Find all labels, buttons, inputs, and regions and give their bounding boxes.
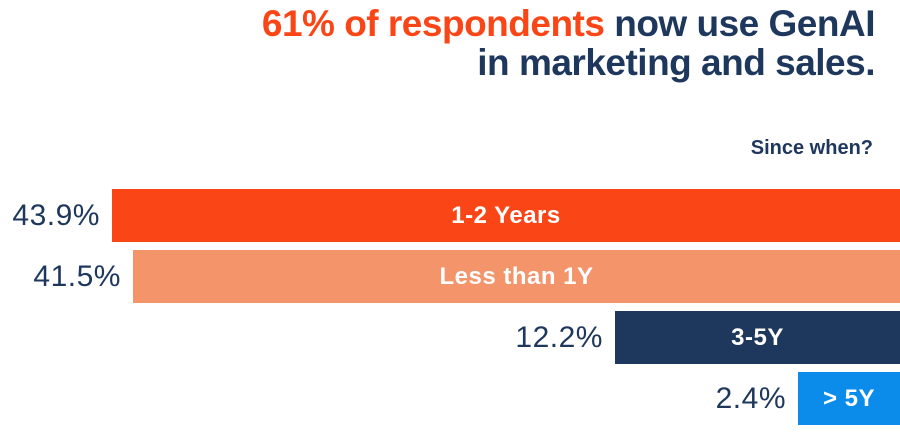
bar-row-less-than-1y: 41.5% Less than 1Y xyxy=(0,250,900,303)
bar-category-label: 1-2 Years xyxy=(451,201,561,229)
bar-row-3-5y: 12.2% 3-5Y xyxy=(0,311,900,364)
chart-caption: Since when? xyxy=(750,137,873,159)
chart-title-line1: 61% of respondents now use GenAI xyxy=(261,3,876,44)
bar-value-label: 2.4% xyxy=(715,382,786,415)
bar-row-more-than-5y: 2.4% > 5Y xyxy=(0,372,900,425)
bar-category-label: > 5Y xyxy=(822,384,876,412)
bar-row-1-2-years: 43.9% 1-2 Years xyxy=(0,189,900,242)
title-highlight: 61% of respondents xyxy=(261,3,605,44)
bar-1-2-years: 1-2 Years xyxy=(112,189,900,242)
chart-title: 61% of respondents now use GenAI in mark… xyxy=(261,3,876,83)
bar-3-5y: 3-5Y xyxy=(615,311,900,364)
bar-value-label: 43.9% xyxy=(12,199,100,232)
bar-value-label: 41.5% xyxy=(33,260,121,293)
bar-more-than-5y: > 5Y xyxy=(798,372,900,425)
bar-category-label: 3-5Y xyxy=(731,323,784,351)
chart-title-line2: in marketing and sales. xyxy=(477,42,875,83)
title-rest: now use GenAI xyxy=(604,3,875,44)
bar-value-label: 12.2% xyxy=(515,321,603,354)
bar-category-label: Less than 1Y xyxy=(439,262,594,290)
bar-less-than-1y: Less than 1Y xyxy=(133,250,900,303)
